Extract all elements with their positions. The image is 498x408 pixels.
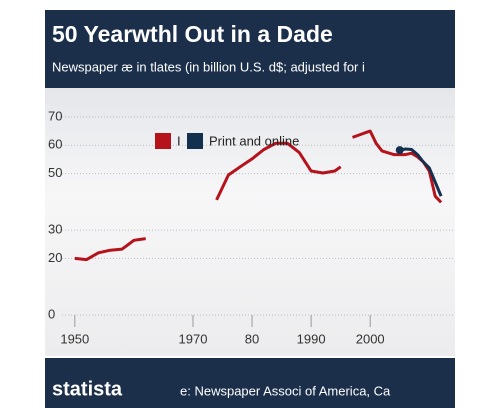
plot-background [45,88,455,356]
legend-label: I [177,133,181,148]
series-line [74,129,443,262]
x-tick-label: 80 [245,331,259,346]
legend-swatch [187,133,203,149]
x-tick-label: 1990 [297,331,326,346]
x-tick-label: 2000 [356,331,385,346]
y-tick-label: 30 [48,222,62,237]
source: e: Newspaper Associ of America, Ca [180,383,391,398]
chart-subtitle: Newspaper æ in tlates (in billion U.S. d… [52,59,365,74]
x-tick-label: 1950 [60,331,89,346]
brand: statista [52,378,123,400]
series-line [399,147,443,197]
header [45,10,455,90]
y-tick-label: 20 [48,250,62,265]
chart-title: 50 Yearwthl Out in a Dade [52,21,333,47]
legend-swatch [155,133,171,149]
legend-label: Print and online [209,133,299,148]
footer [45,358,455,408]
y-tick-label: 0 [48,306,55,321]
series-start-marker [395,146,404,155]
y-tick-label: 70 [48,108,62,123]
y-tick-label: 50 [48,165,62,180]
y-tick-label: 60 [48,137,62,152]
x-tick-label: 1970 [179,331,208,346]
